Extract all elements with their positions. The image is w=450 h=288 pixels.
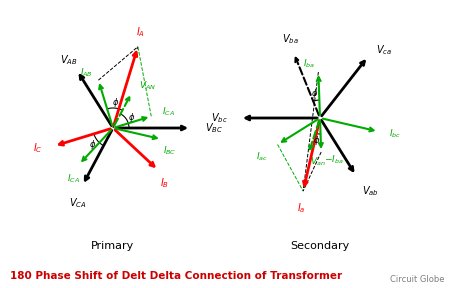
Text: $V_{ab}$: $V_{ab}$: [362, 184, 379, 198]
Text: $\phi$: $\phi$: [112, 96, 119, 109]
Text: $I_a$: $I_a$: [297, 201, 306, 215]
Text: $V_{bc}$: $V_{bc}$: [212, 111, 228, 125]
Text: $V_{BC}$: $V_{BC}$: [205, 121, 223, 135]
Text: Circuit Globe: Circuit Globe: [390, 276, 444, 285]
Text: Primary: Primary: [91, 241, 135, 251]
Text: Secondary: Secondary: [290, 241, 350, 251]
Text: $V_{ba}$: $V_{ba}$: [283, 32, 299, 46]
Text: $\phi$: $\phi$: [89, 138, 96, 151]
Text: $\phi$: $\phi$: [311, 87, 319, 100]
Text: $V_{CA}$: $V_{CA}$: [69, 196, 86, 210]
Text: $V_{ca}$: $V_{ca}$: [376, 43, 392, 57]
Text: $I_{ac}$: $I_{ac}$: [256, 151, 268, 163]
Text: $I_{CA}$: $I_{CA}$: [67, 173, 80, 185]
Text: $V_{AN}$: $V_{AN}$: [139, 79, 156, 92]
Text: $V_{an}$: $V_{an}$: [310, 156, 325, 168]
Text: $\phi$: $\phi$: [313, 134, 320, 147]
Text: $I_C$: $I_C$: [33, 142, 43, 155]
Text: $-I_{ba}$: $-I_{ba}$: [324, 154, 344, 166]
Text: $I_{bc}$: $I_{bc}$: [389, 127, 401, 140]
Text: $I_{ba}$: $I_{ba}$: [303, 58, 315, 70]
Text: $I_A$: $I_A$: [135, 25, 145, 39]
Text: $I_{CA}$: $I_{CA}$: [162, 106, 175, 118]
Text: $I_{BC}$: $I_{BC}$: [163, 144, 176, 157]
Text: 180 Phase Shift of Delt Delta Connection of Transformer: 180 Phase Shift of Delt Delta Connection…: [10, 271, 342, 281]
Text: $V_{AB}$: $V_{AB}$: [60, 53, 77, 67]
Text: $\phi$: $\phi$: [128, 111, 136, 124]
Text: $I_{AB}$: $I_{AB}$: [80, 66, 93, 79]
Text: $I_B$: $I_B$: [160, 176, 169, 190]
